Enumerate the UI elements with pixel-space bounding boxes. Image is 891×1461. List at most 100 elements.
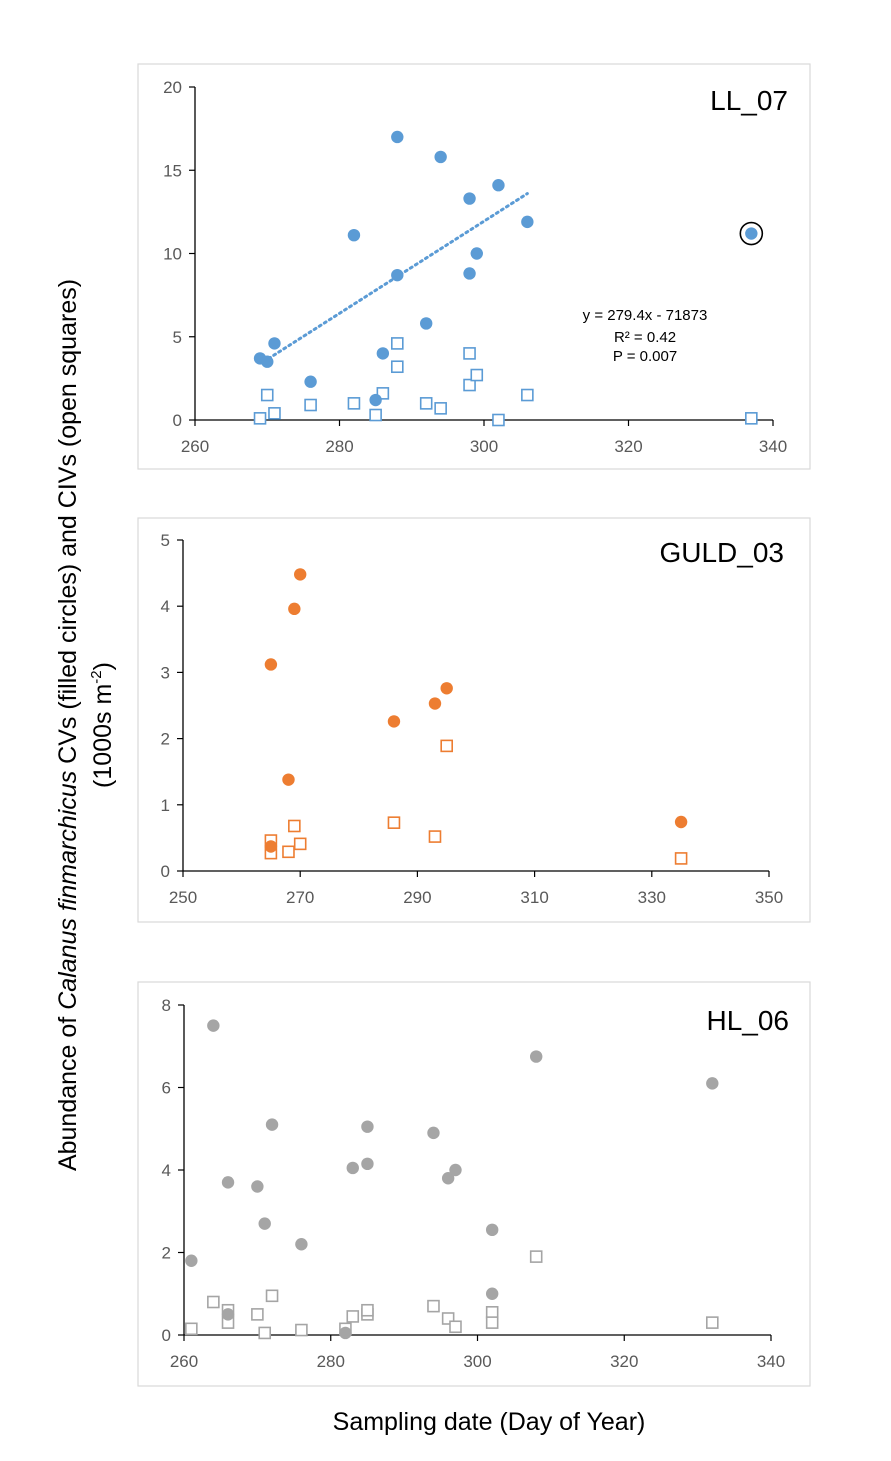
cv-point bbox=[434, 150, 447, 164]
civ-point bbox=[376, 387, 390, 400]
civ-point bbox=[441, 1312, 455, 1325]
x-tick-label: 280 bbox=[317, 1352, 345, 1371]
civ-point bbox=[463, 378, 476, 392]
cv-point bbox=[339, 1326, 352, 1340]
cv-point bbox=[674, 815, 688, 829]
regression-annotation: y = 279.4x - 71873 bbox=[583, 307, 708, 324]
cv-point bbox=[427, 1126, 440, 1140]
x-tick-label: 340 bbox=[757, 1352, 785, 1371]
civ-point bbox=[705, 1316, 719, 1329]
cv-point bbox=[251, 1180, 264, 1193]
civ-point bbox=[440, 739, 454, 753]
cv-point bbox=[376, 347, 390, 360]
civ-point bbox=[260, 388, 274, 402]
x-tick-label: 340 bbox=[759, 437, 787, 456]
civ-point bbox=[674, 852, 688, 865]
cv-point bbox=[221, 1308, 235, 1321]
civ-point bbox=[304, 398, 317, 412]
x-axis-title: Sampling date (Day of Year) bbox=[333, 1408, 646, 1436]
cv-point bbox=[347, 228, 361, 242]
civ-point bbox=[282, 845, 295, 859]
y-tick-label: 20 bbox=[163, 78, 182, 97]
x-tick-label: 300 bbox=[463, 1352, 491, 1371]
panel-hl06: 0 2 4 6 8 260 280 300 320 340 HL_06 bbox=[137, 981, 811, 1387]
civ-point bbox=[745, 412, 758, 425]
civ-point bbox=[428, 830, 442, 843]
x-tick-label: 330 bbox=[638, 888, 666, 907]
civ-point bbox=[390, 337, 404, 350]
x-tick-label: 320 bbox=[614, 437, 642, 456]
y-axis-title-line2: (1000s m-2) bbox=[88, 662, 117, 788]
cv-point bbox=[485, 1223, 499, 1237]
x-tick-label: 260 bbox=[181, 437, 209, 456]
cv-point bbox=[391, 268, 404, 282]
cv-point bbox=[264, 658, 278, 671]
panel-ll07: 0 5 10 15 20 260 280 300 320 340 y = 279.4x - 7187… bbox=[137, 63, 811, 470]
cv-point bbox=[221, 1176, 235, 1189]
x-tick-label: 300 bbox=[470, 437, 498, 456]
y-tick-label: 4 bbox=[162, 1161, 171, 1180]
y-tick-label: 0 bbox=[173, 411, 182, 430]
y-tick-label: 6 bbox=[162, 1079, 171, 1098]
civ-point bbox=[293, 837, 307, 851]
civ-point bbox=[185, 1322, 198, 1336]
cv-point bbox=[295, 1238, 308, 1251]
y-tick-label: 0 bbox=[162, 1326, 171, 1345]
civ-point bbox=[449, 1320, 462, 1334]
cv-point bbox=[492, 179, 505, 192]
cv-point bbox=[369, 393, 382, 407]
civ-point bbox=[268, 407, 281, 420]
x-tick-label: 250 bbox=[169, 888, 197, 907]
cv-point bbox=[745, 227, 758, 240]
panel-label: LL_07 bbox=[710, 85, 788, 116]
cv-point bbox=[387, 715, 401, 728]
regression-annotation: P = 0.007 bbox=[613, 348, 677, 365]
cv-point bbox=[463, 267, 476, 280]
civ-point bbox=[258, 1326, 272, 1340]
x-tick-label: 290 bbox=[403, 888, 431, 907]
y-tick-label: 2 bbox=[161, 730, 170, 749]
cv-point bbox=[420, 317, 433, 330]
y-tick-label: 3 bbox=[161, 663, 170, 682]
civ-point bbox=[470, 368, 484, 382]
cv-point bbox=[282, 773, 295, 786]
cv-point bbox=[391, 130, 404, 144]
civ-point bbox=[361, 1303, 374, 1317]
civ-point bbox=[295, 1323, 308, 1337]
cv-point bbox=[521, 215, 534, 229]
cv-point bbox=[361, 1157, 374, 1171]
cv-point bbox=[185, 1254, 198, 1267]
x-tick-label: 320 bbox=[610, 1352, 638, 1371]
civ-point bbox=[265, 1289, 279, 1303]
chart-frame bbox=[137, 517, 811, 923]
cv-point bbox=[258, 1217, 271, 1230]
cv-point bbox=[264, 840, 278, 853]
cv-point bbox=[530, 1050, 543, 1063]
civ-point bbox=[251, 1308, 264, 1321]
civ-point bbox=[427, 1299, 440, 1313]
civ-point bbox=[387, 816, 401, 829]
panel-label: HL_06 bbox=[706, 1005, 789, 1036]
y-tick-label: 1 bbox=[161, 796, 170, 815]
y-tick-label: 0 bbox=[161, 862, 170, 881]
cv-point bbox=[463, 192, 476, 205]
regression-annotation: R² = 0.42 bbox=[614, 329, 676, 346]
y-axis-title: Abundance of Calanus finmarchicus CVs (f… bbox=[54, 279, 117, 1171]
x-tick-label: 280 bbox=[325, 437, 353, 456]
civ-point bbox=[419, 397, 433, 410]
civ-point bbox=[485, 1316, 499, 1329]
y-tick-label: 8 bbox=[162, 996, 171, 1015]
cv-point bbox=[485, 1287, 499, 1300]
chart-frame bbox=[137, 981, 811, 1387]
cv-point bbox=[304, 375, 317, 388]
civ-point bbox=[346, 1310, 360, 1323]
cv-point bbox=[207, 1019, 220, 1032]
civ-point bbox=[485, 1306, 499, 1319]
y-tick-label: 15 bbox=[163, 161, 182, 180]
cv-point bbox=[706, 1077, 719, 1090]
civ-point bbox=[253, 412, 267, 425]
cv-point bbox=[470, 247, 483, 260]
chart-frame bbox=[137, 63, 811, 470]
civ-point bbox=[529, 1250, 543, 1263]
cv-point bbox=[261, 355, 274, 368]
